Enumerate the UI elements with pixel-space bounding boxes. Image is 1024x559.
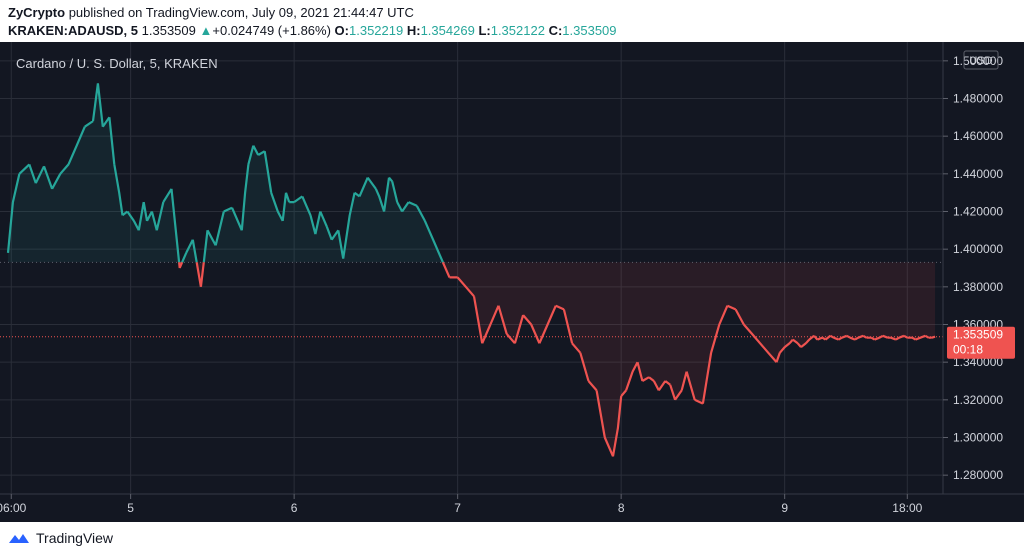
- x-tick-label: 6: [291, 501, 298, 515]
- y-tick-label: 1.280000: [953, 468, 1003, 482]
- last-price-badge-bg: [947, 326, 1015, 359]
- price-axis[interactable]: 1.500000 1.480000 1.460000 1.440000 1.420000…: [943, 54, 1003, 482]
- footer-brand: TradingView: [36, 530, 114, 546]
- series-line-down: [178, 261, 936, 457]
- grid: [0, 42, 943, 494]
- y-tick-label: 1.480000: [953, 92, 1003, 106]
- countdown: 00:18: [953, 343, 983, 357]
- area-fill-down: [179, 262, 936, 457]
- y-tick-label: 1.400000: [953, 242, 1003, 256]
- tradingview-logo-icon: [9, 534, 29, 543]
- open-value: 1.352219: [349, 23, 404, 38]
- last-price: 1.353509: [141, 23, 196, 38]
- close-value: 1.353509: [562, 23, 617, 38]
- x-tick-label: 18:00: [892, 501, 922, 515]
- y-tick-label: 1.300000: [953, 431, 1003, 445]
- high-label: H:: [406, 23, 421, 38]
- published-text: published on TradingView.com, July 09, 2…: [68, 5, 414, 20]
- publisher-name: ZyCrypto: [8, 5, 66, 20]
- publish-info: ZyCrypto published on TradingView.com, J…: [8, 5, 414, 20]
- change-arrow-icon: ▲: [199, 23, 213, 38]
- y-tick-label: 1.380000: [953, 280, 1003, 294]
- low-value: 1.352122: [490, 23, 545, 38]
- ohlc-line: KRAKEN:ADAUSD, 5 1.353509 ▲+0.024749 (+1…: [8, 23, 617, 38]
- price-chart[interactable]: 1.500000 1.480000 1.460000 1.440000 1.420000…: [0, 42, 1024, 522]
- x-tick-label: 9: [781, 501, 788, 515]
- x-tick-label: 06:00: [0, 501, 27, 515]
- y-tick-label: 1.500000: [953, 54, 1003, 68]
- time-axis[interactable]: 06:00 5 6 7 8 9 18:00: [0, 494, 923, 515]
- series-line-up: [6, 83, 444, 263]
- low-label: L:: [478, 23, 491, 38]
- footer: TradingView: [8, 530, 113, 546]
- close-label: C:: [548, 23, 563, 38]
- chart-background: [0, 42, 1024, 522]
- high-value: 1.354269: [420, 23, 475, 38]
- x-tick-label: 5: [127, 501, 134, 515]
- y-tick-label: 1.420000: [953, 205, 1003, 219]
- y-tick-label: 1.320000: [953, 393, 1003, 407]
- x-tick-label: 8: [618, 501, 625, 515]
- open-label: O:: [334, 23, 349, 38]
- chart-title: Cardano / U. S. Dollar, 5, KRAKEN: [16, 56, 218, 71]
- last-price-value: 1.353509: [953, 328, 1003, 342]
- currency-badge[interactable]: [963, 50, 999, 70]
- area-fill-up: [8, 83, 443, 263]
- last-price-badge: 1.353509 00:18: [947, 326, 1015, 359]
- y-tick-label: 1.440000: [953, 167, 1003, 181]
- symbol-label: KRAKEN:ADAUSD, 5: [8, 23, 139, 38]
- x-tick-label: 7: [454, 501, 461, 515]
- currency-label: USD: [969, 55, 992, 67]
- change-value: +0.024749 (+1.86%): [212, 23, 331, 38]
- y-tick-label: 1.460000: [953, 129, 1003, 143]
